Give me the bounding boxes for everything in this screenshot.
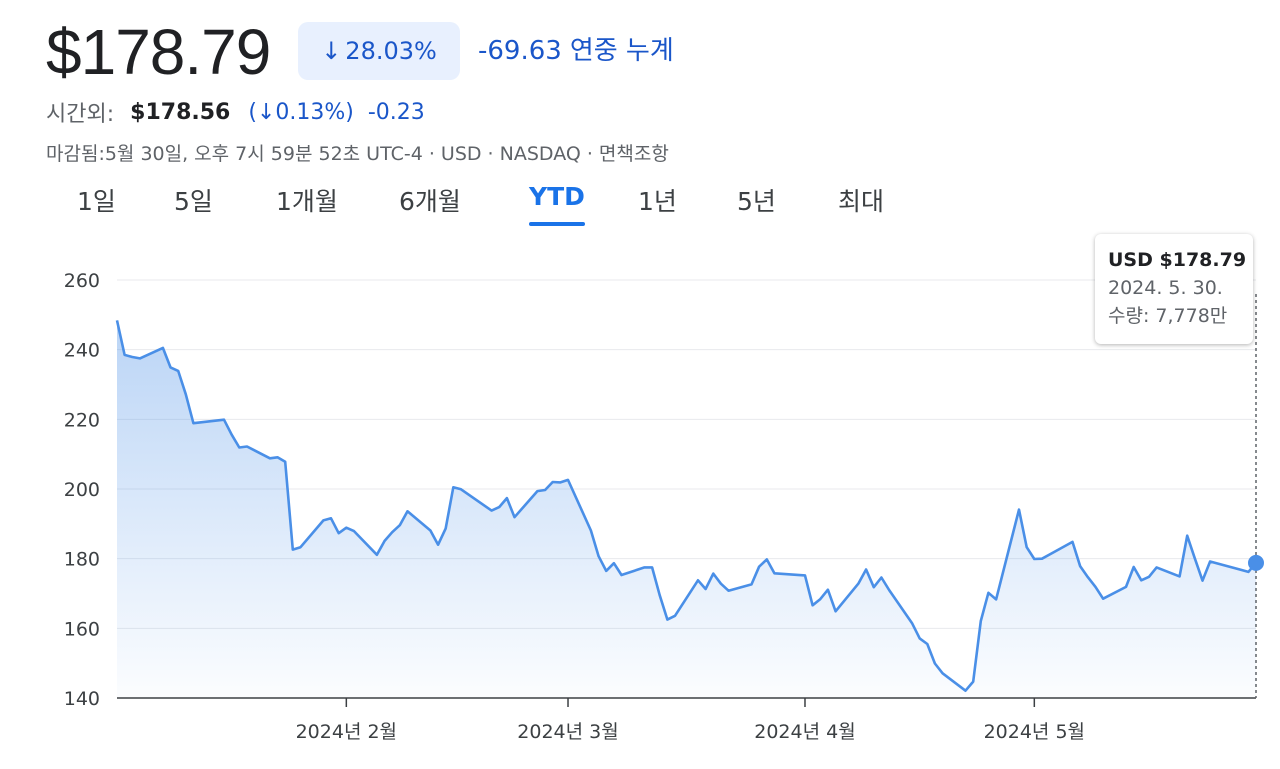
percent-change-badge: ↓ 28.03% [298, 22, 460, 80]
hover-point [1248, 554, 1264, 571]
y-tick-label: 240 [64, 340, 100, 362]
after-hours-percent: (↓0.13%) [248, 99, 354, 125]
tab-ytd[interactable]: YTD [529, 182, 585, 226]
absolute-change-value: -69.63 [478, 36, 562, 66]
arrow-down-icon: ↓ [256, 99, 276, 125]
tooltip-date: 2024. 5. 30. [1108, 277, 1223, 299]
price-area [117, 320, 1256, 698]
y-tick-label: 260 [64, 270, 100, 292]
tab-5y[interactable]: 5년 [737, 187, 776, 216]
x-axis: 2024년 2월 2024년 3월 2024년 4월 2024년 5월 [296, 698, 1085, 743]
price-tooltip: USD $178.79 2024. 5. 30. 수량: 7,778만 [1095, 234, 1253, 344]
after-hours-price: $178.56 [130, 99, 231, 125]
y-tick-label: 160 [64, 618, 100, 640]
after-hours-row: 시간외: $178.56 (↓0.13%) -0.23 [46, 96, 425, 128]
arrow-down-icon: ↓ [321, 37, 342, 65]
x-tick-label: 2024년 5월 [984, 721, 1085, 743]
current-price: $178.79 [46, 16, 271, 88]
after-hours-percent-value: 0.13% [275, 99, 346, 125]
price-line [115, 320, 1257, 692]
tooltip-price: USD $178.79 [1108, 249, 1247, 271]
y-tick-label: 140 [64, 688, 100, 710]
x-tick-label: 2024년 2월 [296, 721, 397, 743]
tooltip-volume: 수량: 7,778만 [1108, 305, 1228, 327]
tab-5d[interactable]: 5일 [174, 187, 213, 216]
market-status-line: 마감됨:5월 30일, 오후 7시 59분 52초 UTC-4 · USD · … [46, 143, 669, 165]
y-axis: 140 160 180 200 220 240 260 [64, 270, 100, 710]
tab-6m[interactable]: 6개월 [399, 187, 461, 216]
x-tick-label: 2024년 4월 [754, 721, 855, 743]
period-label: 연중 누계 [569, 36, 674, 66]
range-tabs: 1일 5일 1개월 6개월 YTD 1년 5년 최대 [0, 182, 1280, 230]
after-hours-label: 시간외: [46, 102, 115, 127]
tab-max[interactable]: 최대 [838, 187, 885, 216]
tab-1d[interactable]: 1일 [77, 187, 116, 216]
tab-1m[interactable]: 1개월 [276, 187, 338, 216]
percent-change-value: 28.03% [345, 37, 437, 65]
y-tick-label: 200 [64, 479, 100, 501]
absolute-change: -69.63 연중 누계 [478, 30, 674, 67]
y-tick-label: 220 [64, 409, 100, 431]
x-tick-label: 2024년 3월 [517, 721, 618, 743]
y-tick-label: 180 [64, 549, 100, 571]
tab-1y[interactable]: 1년 [638, 187, 677, 216]
after-hours-change: -0.23 [367, 99, 425, 125]
